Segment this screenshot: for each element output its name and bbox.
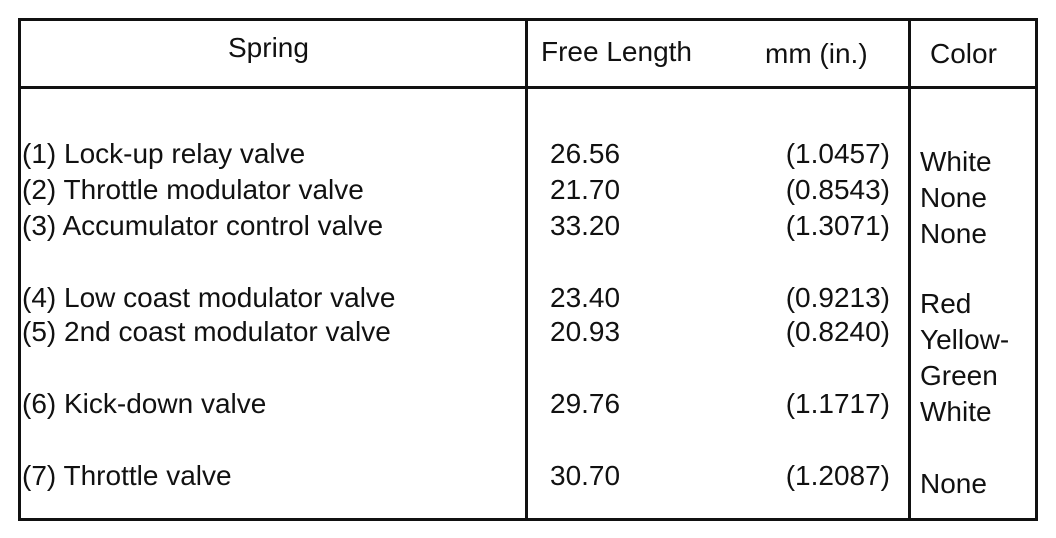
length-in: (1.2087) [785,460,890,491]
border-right [1035,18,1038,521]
spring-color: White [920,396,992,427]
column-rule [525,18,528,521]
length-mm: 23.40 [550,282,621,313]
length-mm: 21.70 [550,174,621,205]
length-mm: 29.76 [550,388,621,419]
spring-color: White [920,146,992,177]
spring-color: None [920,468,987,499]
header-rule [18,86,1038,89]
spring-name: (5) 2nd coast modulator valve [22,316,391,347]
spring-color: Red [920,288,972,319]
length-in: (1.1717) [785,388,890,419]
border-top [18,18,1038,21]
length-in: (0.8543) [785,174,890,205]
length-mm: 26.56 [550,138,621,169]
spring-name: (2) Throttle modulator valve [22,174,364,205]
length-in: (1.3071) [785,210,890,241]
border-bottom [18,518,1038,521]
header-units: mm (in.) [765,38,868,69]
spring-color: Yellow-Green [920,324,1010,391]
header-color: Color [930,38,997,69]
spring-name: (4) Low coast modulator valve [22,282,396,313]
spring-color: None [920,182,987,213]
spring-name: (1) Lock-up relay valve [22,138,306,169]
length-in: (0.9213) [785,282,890,313]
spring-name: (6) Kick-down valve [22,388,267,419]
length-in: (1.0457) [785,138,890,169]
spring-name: (7) Throttle valve [22,460,232,491]
length-in: (0.8240) [785,316,890,347]
length-mm: 20.93 [550,316,621,347]
header-spring: Spring [228,32,309,63]
length-mm: 33.20 [550,210,621,241]
border-left [18,18,21,521]
spring-color: None [920,218,987,249]
spring-name: (3) Accumulator control valve [22,210,384,241]
header-free-length: Free Length [541,36,692,67]
length-mm: 30.70 [550,460,621,491]
column-rule [908,18,911,521]
